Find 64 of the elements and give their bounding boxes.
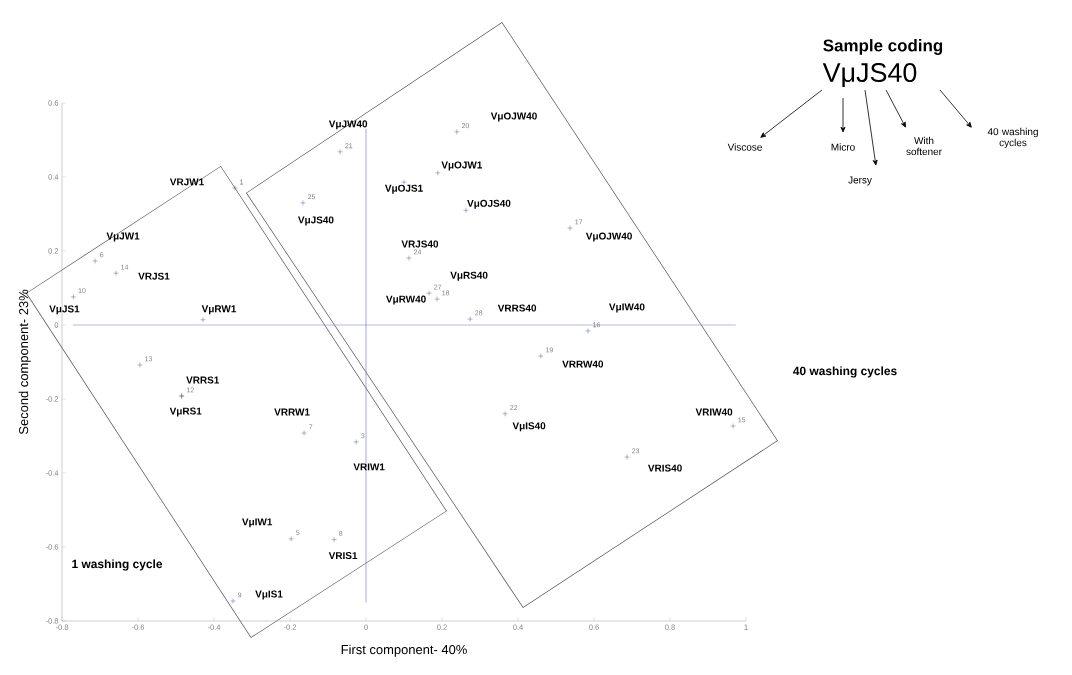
point: [92, 258, 98, 264]
annotation: VRJS40: [401, 240, 439, 248]
annotation: VRRW40: [562, 360, 604, 368]
annotation: VμRS1: [169, 407, 202, 417]
point: [624, 454, 630, 460]
annotation: VRJS1: [138, 272, 170, 280]
text: VμJS40: [822, 63, 917, 87]
point: [137, 362, 143, 368]
point: [406, 255, 412, 261]
point: [585, 328, 591, 334]
point: [730, 423, 736, 429]
point: [301, 430, 307, 436]
annotation: VRRS1: [186, 376, 220, 384]
annotation: VRIW1: [353, 463, 385, 471]
annotation: VμRW40: [386, 295, 426, 305]
annotation: VμIS1: [255, 590, 283, 600]
text: 40 washing cycles: [793, 366, 897, 378]
point: [288, 536, 294, 542]
point: [567, 225, 573, 231]
annotation: VμOJW40: [585, 232, 632, 242]
annotation: VRJW1: [169, 178, 204, 186]
point: [434, 296, 440, 302]
annotation: VRIW40: [695, 408, 733, 416]
annotation: VμJS40: [297, 216, 334, 226]
point: [426, 290, 432, 296]
annotation: VμJW40: [328, 120, 368, 130]
point: [70, 294, 77, 300]
point: [337, 149, 343, 155]
annotation: VμOJS1: [384, 184, 423, 194]
point: [467, 316, 473, 322]
annotation: VμIS40: [512, 422, 546, 432]
x-axis-title: First component- 40%: [341, 644, 467, 657]
point: [230, 598, 236, 604]
text: Jersy: [848, 176, 872, 186]
annotation: VμIW40: [609, 303, 645, 313]
annotation: 1 washing cycle: [72, 559, 163, 571]
annotation: VμRW1: [201, 305, 237, 315]
y-axis-title: Second component- 23%: [18, 289, 31, 435]
annotation: VμIW1: [241, 518, 273, 528]
point: [454, 129, 460, 135]
point: [200, 317, 206, 323]
annotation: VμOJS40: [467, 199, 511, 209]
point: [502, 411, 508, 417]
point: [232, 185, 238, 191]
point: [300, 200, 306, 206]
annotation: VRIS1: [328, 552, 358, 560]
annotation: VμJS1: [49, 305, 80, 315]
annotation: VRIS40: [647, 464, 682, 472]
point: [113, 270, 119, 276]
point: [353, 439, 359, 445]
text: With softener: [906, 136, 942, 156]
text: 40 washing cycles: [987, 127, 1038, 149]
annotation: VμOJW1: [441, 161, 483, 171]
point: [331, 536, 337, 543]
annotation: VμOJW40: [490, 112, 537, 122]
annotation: VRRS40: [497, 304, 537, 312]
text: Micro: [831, 143, 855, 151]
annotation: VμRS40: [450, 271, 488, 281]
annotation: Viscose: [727, 143, 762, 151]
annotation: VRRW1: [274, 408, 310, 416]
point: [435, 170, 441, 176]
text: Sample coding: [823, 39, 943, 55]
annotation: VμJW1: [106, 232, 140, 242]
point: [538, 353, 544, 359]
